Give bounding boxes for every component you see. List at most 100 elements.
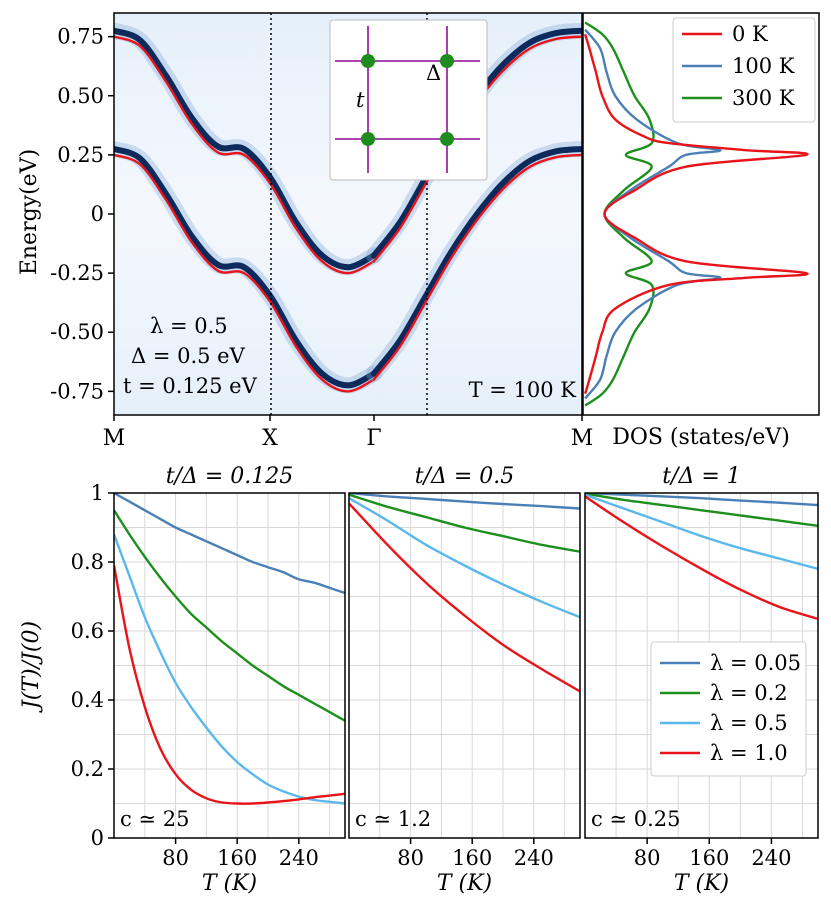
j-curves	[114, 493, 345, 805]
j-y-tick-label: 1	[91, 481, 104, 505]
j-x-label: T (K)	[437, 871, 492, 896]
annotation-t: t = 0.125 eV	[123, 374, 258, 398]
j-y-tick-label: 0.4	[71, 688, 104, 712]
j-x-tick-label: 80	[634, 846, 661, 870]
j-subplot: 80 160 240 T (K) t/Δ = 1 c ≃ 0.25	[584, 464, 819, 896]
spectral-band	[114, 27, 377, 271]
j-grid	[114, 492, 345, 838]
j-curve	[349, 493, 580, 553]
j-x-tick-label: 160	[217, 846, 257, 870]
band-y-tick-label: 0.75	[57, 25, 104, 49]
dos-curves	[583, 21, 809, 407]
j-y-tick-label: 0.8	[71, 550, 104, 574]
inset-frame	[329, 19, 488, 181]
j-frame	[113, 492, 346, 839]
lattice-node	[361, 54, 375, 68]
j-curve	[349, 497, 580, 619]
j-curve	[114, 533, 345, 805]
band-y-tick-label: 0	[91, 202, 104, 226]
j-x-label: T (K)	[202, 871, 257, 896]
j-legend: λ = 0.05 λ = 0.2 λ = 0.5 λ = 1.0	[650, 641, 807, 777]
j-curves	[585, 493, 818, 621]
dos-legend-label: 100 K	[732, 54, 795, 78]
j-legend-label: λ = 0.5	[710, 711, 788, 735]
j-x-tick-label: 160	[689, 846, 729, 870]
band-x-tick-label: M	[571, 426, 594, 451]
j-legend-label: λ = 1.0	[710, 741, 788, 765]
dos-curve	[583, 33, 809, 395]
j-y-label: J(T)/J(0)	[19, 621, 44, 713]
band-y-label: Energy(eV)	[17, 149, 42, 275]
band-structure-panel: 0.75 0.50 0.25 0 -0.25 -0.50 -0.75 M X Γ M Energy…	[17, 12, 594, 451]
j-grid	[349, 492, 580, 838]
j-y-tick-label: 0.2	[71, 757, 104, 781]
j-subplot-title: t/Δ = 0.125	[166, 464, 294, 489]
lattice-node	[361, 132, 375, 146]
j-curve	[585, 493, 818, 507]
annotation-lambda: λ = 0.5	[150, 314, 228, 338]
spectral-band	[371, 146, 582, 377]
band-x-tick-label: M	[103, 426, 126, 451]
j-annotation: c ≃ 1.2	[355, 807, 431, 831]
j-legend-label: λ = 0.05	[710, 651, 801, 675]
dos-legend-label: 300 K	[732, 86, 795, 110]
dos-frame	[582, 12, 820, 416]
j-legend-label: λ = 0.2	[710, 681, 788, 705]
j-y-tick-label: 0	[91, 826, 104, 850]
j-annotation: c ≃ 0.25	[591, 807, 680, 831]
j-curve	[114, 509, 345, 722]
band-x-tick-label: X	[262, 426, 278, 451]
band-y-tick-label: -0.75	[50, 379, 104, 403]
j-curve	[114, 493, 345, 595]
j-curve	[349, 502, 580, 693]
j-x-tick-label: 80	[162, 846, 189, 870]
band-curves	[114, 22, 582, 394]
j-x-tick-label: 240	[751, 846, 791, 870]
annotation-delta: Δ = 0.5 eV	[131, 344, 246, 368]
dos-x-label: DOS (states/eV)	[612, 425, 790, 450]
dos-legend-label: 0 K	[732, 22, 768, 46]
j-curve	[114, 565, 345, 805]
j-x-label: T (K)	[674, 871, 729, 896]
j-curve	[585, 493, 818, 571]
j-y-tick-label: 0.6	[71, 619, 104, 643]
band-curve	[372, 153, 582, 381]
j-x-tick-label: 240	[279, 846, 319, 870]
j-x-tick-label: 80	[397, 846, 424, 870]
band-x-tick-label: Γ	[366, 426, 381, 451]
lattice-inset: t Δ	[329, 19, 488, 181]
j-subplot-title: t/Δ = 1	[662, 464, 741, 489]
j-annotation: c ≃ 25	[120, 807, 189, 831]
j-subplot: 80 160 240 T (K) t/Δ = 0.125 c ≃ 25 0 0.2 0.4 0.6…	[71, 464, 346, 896]
j-curve	[585, 493, 818, 527]
lattice-node	[440, 54, 454, 68]
inset-label-delta: Δ	[426, 61, 441, 85]
band-y-tick-label: 0.25	[57, 143, 104, 167]
inset-label-t: t	[356, 88, 365, 112]
band-y-tick-label: -0.50	[50, 320, 104, 344]
j-frame	[584, 492, 819, 839]
band-y-tick-label: 0.50	[57, 84, 104, 108]
j-frame	[348, 492, 581, 839]
dos-panel: DOS (states/eV) 0 K 100 K 300 K	[582, 12, 820, 450]
j-subplot: 80 160 240 T (K) t/Δ = 0.5 c ≃ 1.2	[348, 464, 581, 896]
dos-legend-frame	[672, 17, 816, 123]
annotation-temperature: T = 100 K	[469, 378, 577, 402]
band-y-ticks: 0.75 0.50 0.25 0 -0.25 -0.50 -0.75	[50, 25, 114, 403]
j-curves	[349, 493, 580, 693]
band-curve	[114, 35, 376, 275]
j-legend-frame	[650, 641, 807, 777]
j-subplot-title: t/Δ = 0.5	[415, 464, 515, 489]
spectral-band	[114, 146, 377, 389]
j-ratio-panels: J(T)/J(0) 80 160 240 T (K) t/Δ = 0.125 c ≃ 25…	[19, 464, 819, 896]
band-curve	[114, 153, 376, 393]
j-curve	[585, 495, 818, 621]
lattice-node	[440, 132, 454, 146]
band-y-tick-label: -0.25	[50, 261, 104, 285]
j-x-tick-label: 160	[452, 846, 492, 870]
j-x-tick-label: 240	[514, 846, 554, 870]
j-curve	[349, 493, 580, 510]
dos-legend: 0 K 100 K 300 K	[672, 17, 816, 123]
